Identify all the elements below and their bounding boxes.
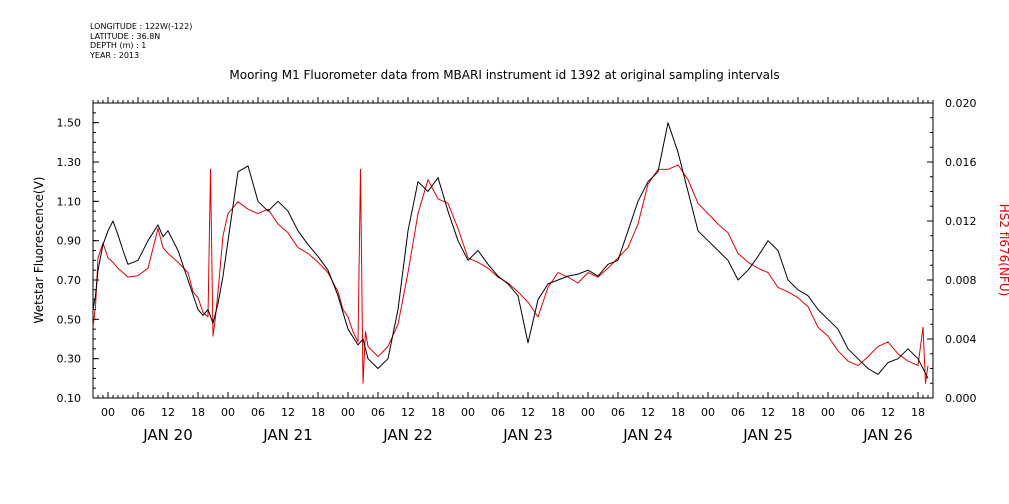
x-tick-label: 12 [161,406,175,419]
y-tick-label: 0.70 [57,274,82,287]
x-tick-label: 00 [821,406,835,419]
day-label: JAN 25 [742,426,793,444]
x-tick-label: 18 [551,406,565,419]
axis-labels: 00 06 12 18 00 06 12 18 00 06 12 18 00 06 12 18 00 06 12 18… [57,97,977,444]
x-tick-label: 18 [431,406,445,419]
longitude-text: LONGITUDE : 122W(-122) [90,22,193,31]
y-tick-label: 1.10 [57,195,82,208]
x-tick-label: 18 [671,406,685,419]
y2-tick-label: 0.008 [945,274,977,287]
x-tick-label: 00 [461,406,475,419]
hs2-series-line [92,164,929,384]
y2-tick-label: 0.004 [945,333,977,346]
x-tick-label: 06 [251,406,265,419]
y-axis-label: Wetstar Fluorescence(V) [32,177,46,324]
y-tick-label: 0.10 [57,392,82,405]
x-tick-label: 00 [341,406,355,419]
y-tick-label: 1.30 [57,156,82,169]
y-tick-label: 1.50 [57,117,82,130]
x-tick-label: 00 [221,406,235,419]
axis-ticks [92,97,934,399]
y-tick-label: 0.30 [57,353,82,366]
x-tick-label: 18 [911,406,925,419]
x-tick-label: 18 [191,406,205,419]
year-text: YEAR : 2013 [90,50,140,60]
x-tick-label: 12 [401,406,415,419]
day-label: JAN 26 [862,426,913,444]
chart-title: Mooring M1 Fluorometer data from MBARI i… [229,68,780,82]
day-label: JAN 23 [502,426,553,444]
x-tick-label: 00 [581,406,595,419]
x-tick-label: 12 [521,406,535,419]
wetstar-series-line [92,122,929,379]
x-tick-label: 12 [641,406,655,419]
x-tick-label: 00 [101,406,115,419]
y-tick-label: 0.50 [57,313,82,326]
x-tick-label: 12 [761,406,775,419]
x-tick-label: 06 [851,406,865,419]
x-tick-label: 00 [701,406,715,419]
x-tick-label: 12 [281,406,295,419]
day-label: JAN 22 [382,426,433,444]
y2-tick-label: 0.000 [945,392,977,405]
plot-frame [92,102,934,399]
x-tick-label: 06 [491,406,505,419]
x-tick-label: 18 [791,406,805,419]
depth-text: DEPTH (m) : 1 [90,41,147,51]
x-tick-label: 18 [311,406,325,419]
y2-tick-label: 0.012 [945,215,977,228]
x-tick-label: 06 [611,406,625,419]
y2-tick-label: 0.020 [945,97,977,110]
day-label: JAN 24 [622,426,673,444]
day-label: JAN 20 [142,426,193,444]
y-tick-label: 0.90 [57,235,82,248]
x-tick-label: 06 [731,406,745,419]
x-tick-label: 06 [371,406,385,419]
x-tick-label: 12 [881,406,895,419]
series-group [92,122,929,384]
y2-axis-label: HS2 fl676(NFU) [997,204,1009,297]
x-tick-label: 06 [131,406,145,419]
y2-tick-label: 0.016 [945,156,977,169]
metadata-block: LONGITUDE : 122W(-122) LATITUDE : 36.8N … [90,22,192,60]
latitude-text: LATITUDE : 36.8N [90,31,161,41]
day-label: JAN 21 [262,426,313,444]
